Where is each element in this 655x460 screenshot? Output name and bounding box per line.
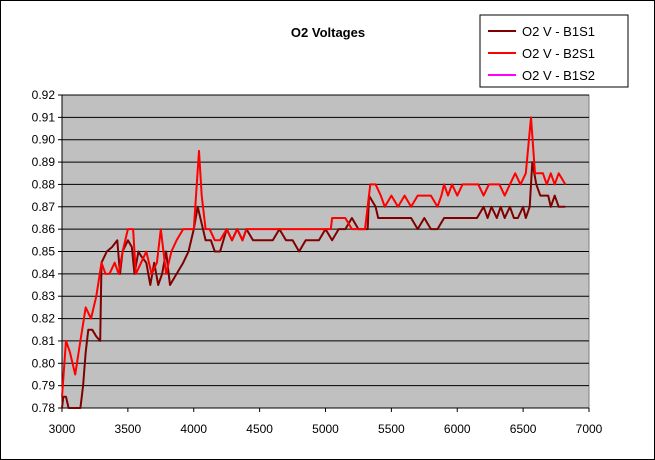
y-tick-label: 0.88 — [32, 177, 56, 191]
gridlines — [62, 94, 589, 409]
x-tick-label: 4500 — [246, 422, 273, 436]
y-tick-label: 0.91 — [32, 110, 56, 124]
legend: O2 V - B1S1 O2 V - B2S1 O2 V - B1S2 — [479, 14, 629, 88]
y-tick-label: 0.85 — [32, 245, 56, 259]
x-tick-label: 3500 — [115, 422, 142, 436]
y-tick-label: 0.84 — [32, 267, 56, 281]
x-tick-label: 7000 — [576, 422, 603, 436]
legend-label-2: O2 V - B2S1 — [522, 46, 595, 61]
x-tick-label: 5000 — [312, 422, 339, 436]
y-tick-label: 0.79 — [32, 379, 56, 393]
y-tick-label: 0.81 — [32, 334, 56, 348]
y-tick-label: 0.89 — [32, 155, 56, 169]
legend-label-1: O2 V - B1S1 — [522, 24, 595, 39]
series-line-2 — [61, 116, 567, 397]
y-tick-label: 0.80 — [32, 356, 56, 370]
series-line-1 — [61, 161, 566, 409]
x-tick-label: 6000 — [444, 422, 471, 436]
series-lines — [61, 116, 567, 409]
x-tick-label: 3000 — [49, 422, 76, 436]
x-tick-label: 5500 — [378, 422, 405, 436]
y-tick-label: 0.82 — [32, 312, 56, 326]
legend-box — [479, 14, 629, 88]
axes: 0.78 0.79 0.80 0.81 0.82 0.83 0.84 0.85 0.86 0.87… — [32, 88, 603, 436]
y-tick-label: 0.83 — [32, 289, 56, 303]
y-tick-label: 0.90 — [32, 133, 56, 147]
y-tick-label: 0.87 — [32, 200, 56, 214]
x-tick-label: 6500 — [510, 422, 537, 436]
legend-label-3: O2 V - B1S2 — [522, 68, 595, 83]
y-tick-label: 0.92 — [32, 88, 56, 102]
y-tick-label: 0.86 — [32, 222, 56, 236]
x-tick-label: 4000 — [180, 422, 207, 436]
y-tick-label: 0.78 — [32, 401, 56, 415]
chart-title: O2 Voltages — [291, 25, 365, 40]
